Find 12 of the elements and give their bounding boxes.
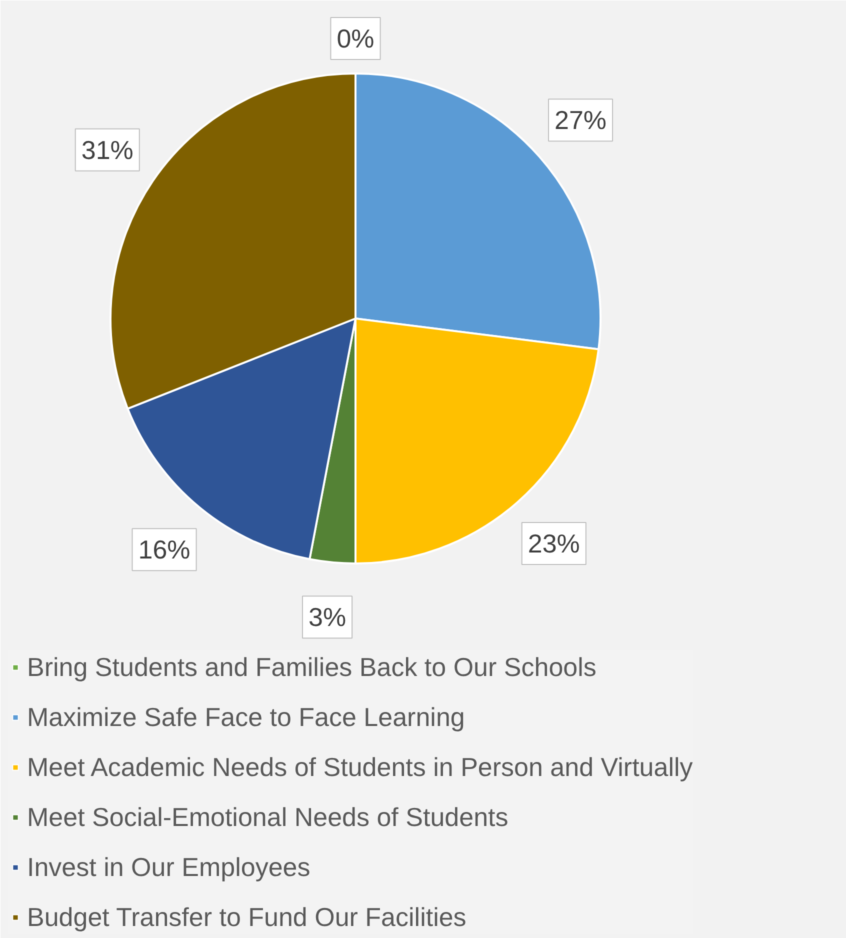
legend-label: Meet Academic Needs of Students in Person and Virtually xyxy=(27,750,693,784)
data-label: 23% xyxy=(528,528,580,559)
legend-label: Meet Social-Emotional Needs of Students xyxy=(27,800,508,834)
data-label: 31% xyxy=(81,134,134,165)
legend-label: Budget Transfer to Fund Our Facilities xyxy=(27,900,466,934)
text: 0% xyxy=(336,24,374,54)
data-label: 3% xyxy=(308,602,346,632)
legend-label: Maximize Safe Face to Face Learning xyxy=(27,700,465,734)
data-label: 27% xyxy=(554,105,607,136)
data-label: 16% xyxy=(138,534,190,565)
legend-label: Bring Students and Families Back to Our Schools xyxy=(27,650,596,684)
legend-label: Invest in Our Employees xyxy=(27,850,310,884)
